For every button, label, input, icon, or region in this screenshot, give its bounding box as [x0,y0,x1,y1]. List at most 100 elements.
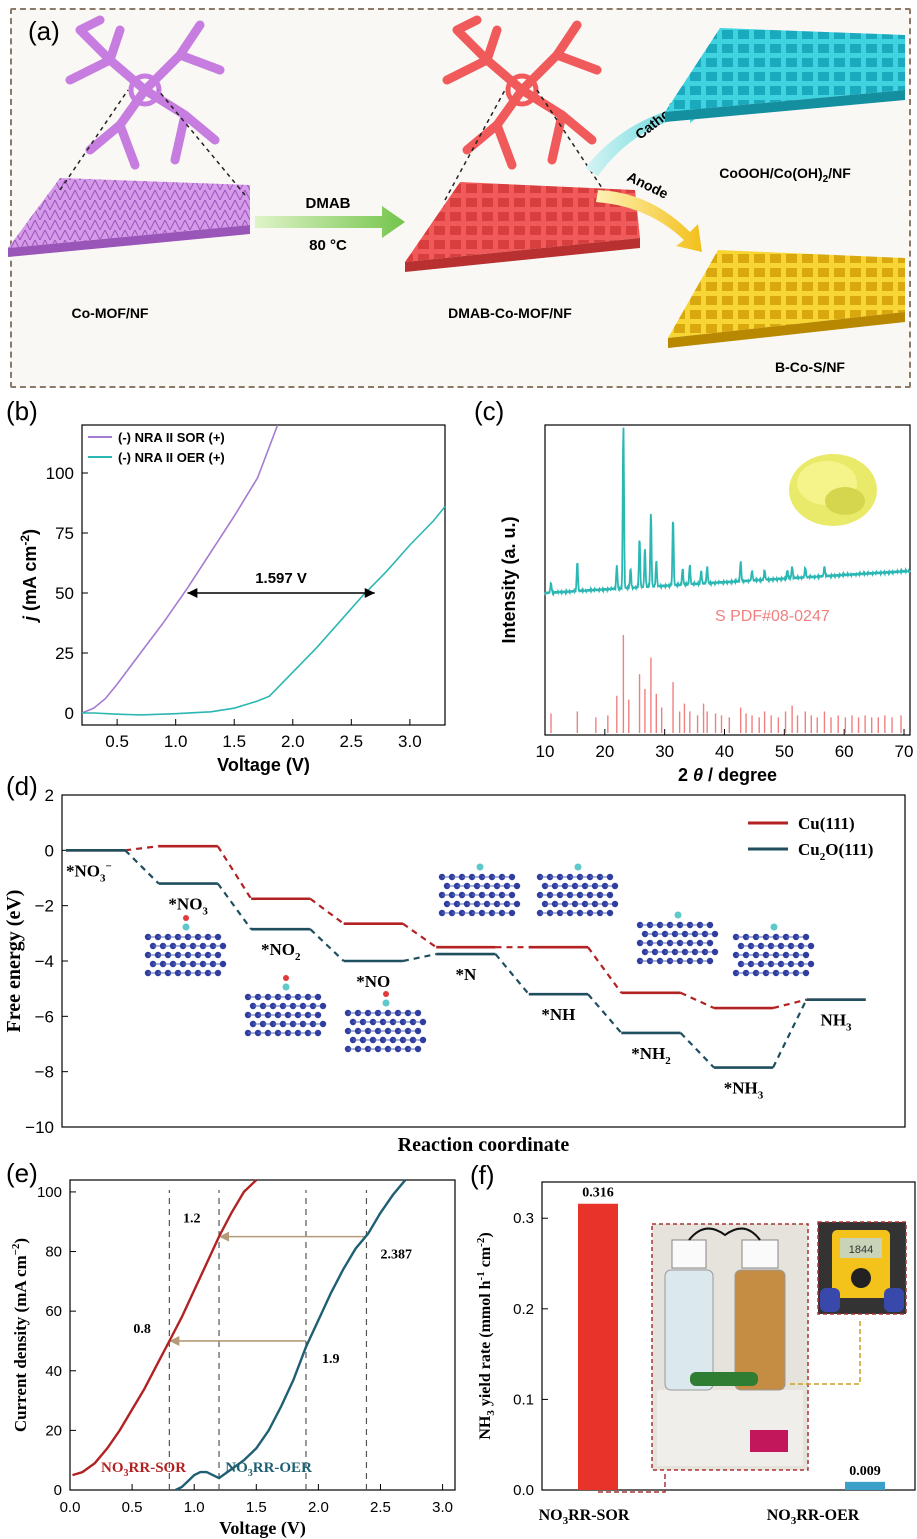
chart-f-ytick-label: 0.2 [513,1301,534,1318]
chart-d-legend-label: Cu2O(111) [798,840,873,863]
chart-b-series-line-0 [81,424,279,714]
chart-c-xtick-label: 70 [895,742,914,761]
adsorbate-atom [282,983,290,991]
lattice-atom [711,930,719,938]
lattice-atom [414,1045,422,1053]
lattice-atom [214,969,222,977]
adsorbate-atom [382,999,390,1007]
chart-d-state-label-1: *NO3 [168,895,208,918]
chart-e-series-label-0: NO3RR-SOR [101,1460,186,1479]
chart-e-ytick-label: 100 [37,1184,62,1201]
chart-b-ytick-label: 25 [55,644,74,663]
adsorbate-lattice-icon [344,991,427,1053]
chart-c-xtick-label: 20 [595,742,614,761]
chart-d-state-label-4: *N [455,965,477,984]
chart-e-ytick-label: 40 [45,1363,62,1380]
co-mof-nf-slab-icon [8,178,250,257]
chart-d-state-label-3: *NO [356,972,390,991]
chart-c-xrd-trace [544,427,911,598]
chart-b-xtick-label: 1.5 [222,732,246,751]
chart-b-ytick-label: 100 [46,464,74,483]
lattice-atom [706,921,714,929]
lattice-atom [802,969,810,977]
cathode-slab-icon [665,28,905,122]
adsorbate-lattice-icon [244,975,327,1037]
electrolyzer-photo-icon [651,1223,809,1471]
chart-d-state-label-2: *NO2 [261,940,301,963]
chart-b-xtick-label: 3.0 [398,732,422,751]
photo-link-arrow-icon [598,1472,666,1493]
lattice-atom [214,933,222,941]
chart-b-arrowhead-left [187,588,198,598]
panel-label-a: (a) [28,16,60,46]
adsorbate-lattice-icon [636,911,719,965]
lattice-atom [807,960,815,968]
lattice-atom [711,948,719,956]
meter-link-arrow-icon [790,1318,861,1385]
lattice-atom [419,1036,427,1044]
lattice-atom [807,942,815,950]
lattice-atom [314,993,322,1001]
lattice-atom [606,891,614,899]
chart-f-ytick-label: 0.1 [513,1391,534,1408]
chart-f-bar-0 [578,1203,618,1490]
dmab-co-mof-label: DMAB-Co-MOF/NF [448,305,572,321]
chart-f-ytick-label: 0.3 [513,1210,534,1227]
chart-e-series-line-1 [175,1179,407,1492]
chart-e-xtick-label: 0.0 [60,1499,81,1516]
chart-c-frame [544,424,911,736]
chart-e-ylabel: Current density (mA cm−2) [10,1238,30,1432]
chart-e-ytick-label: 20 [45,1422,62,1439]
co-mof-molecule-icon [65,15,225,170]
chart-d-frame [61,794,906,1128]
lattice-atom [706,939,714,947]
adsorbate-lattice-icon [536,863,619,917]
adsorbate-oxygen [383,991,389,997]
chart-c-xtick-label: 10 [536,742,555,761]
lattice-atom [414,1027,422,1035]
dmab-arrow-icon [255,206,405,238]
lattice-atom [319,1002,327,1010]
chart-b-frame [81,424,446,726]
temperature-label: 80 °C [309,237,347,254]
lattice-atom [314,1029,322,1037]
panel-label-b: (b) [6,396,38,426]
chart-f-value-label-1: 0.009 [849,1464,881,1479]
chart-d-state-label-5: *NH [541,1005,575,1024]
chart-b-ylabel: j (mA cm-2) [18,529,40,623]
chart-b-ytick-label: 0 [65,704,74,723]
lattice-atom [414,1009,422,1017]
chart-d-ytick-label: −8 [35,1063,54,1082]
adsorbate-oxygen [283,975,289,981]
chart-c-ylabel: Intensity (a. u.) [499,516,519,643]
panel-label-f: (f) [470,1160,495,1190]
chart-e-xlabel: Voltage (V) [219,1518,306,1539]
chart-f-value-label-0: 0.316 [582,1186,614,1201]
chart-b-xlabel: Voltage (V) [217,755,310,775]
chart-e-xtick-label: 3.0 [432,1499,453,1516]
chart-e-annotation-label: 0.8 [133,1322,151,1337]
chart-d-state-label-7: *NH3 [724,1079,764,1102]
chart-e-annotation-label: 2.387 [380,1248,412,1263]
lattice-atom [419,1018,427,1026]
lattice-atom [513,900,521,908]
chart-e-annotation-label: 1.2 [183,1212,201,1227]
chart-b-arrowhead-right [364,588,375,598]
chart-e-shift-arrowhead [219,1231,230,1242]
adsorbate-lattice-icon [144,915,227,977]
chart-f-category-label-1: NO3RR-OER [767,1507,860,1527]
chart-c: 10 20 30 40 50 60 70 2 θ / degree Intensity (a… [499,424,914,785]
chart-b-series-line-1 [82,506,446,716]
chart-c-xtick-label: 50 [775,742,794,761]
chart-e-ytick-label: 80 [45,1244,62,1261]
adsorbate-lattice-icon [732,923,815,977]
schematic-svg: DMAB 80 °C Cathode Anode CoOOH/Co(OH)2/N… [8,15,905,375]
lattice-atom [219,960,227,968]
multimeter-photo-icon: 1844 [817,1221,907,1315]
cooh-label: CoOOH/Co(OH)2/NF [719,165,851,185]
chart-c-reference-label: S PDF#08-0247 [715,608,830,625]
chart-b: 0.5 1.0 1.5 2.0 2.5 3.0 0 25 50 75 100 Voltage (V)… [18,424,446,775]
anode-arrow-icon [596,190,702,252]
chart-e-series-label-1: NO3RR-OER [225,1460,312,1479]
lattice-atom [706,957,714,965]
